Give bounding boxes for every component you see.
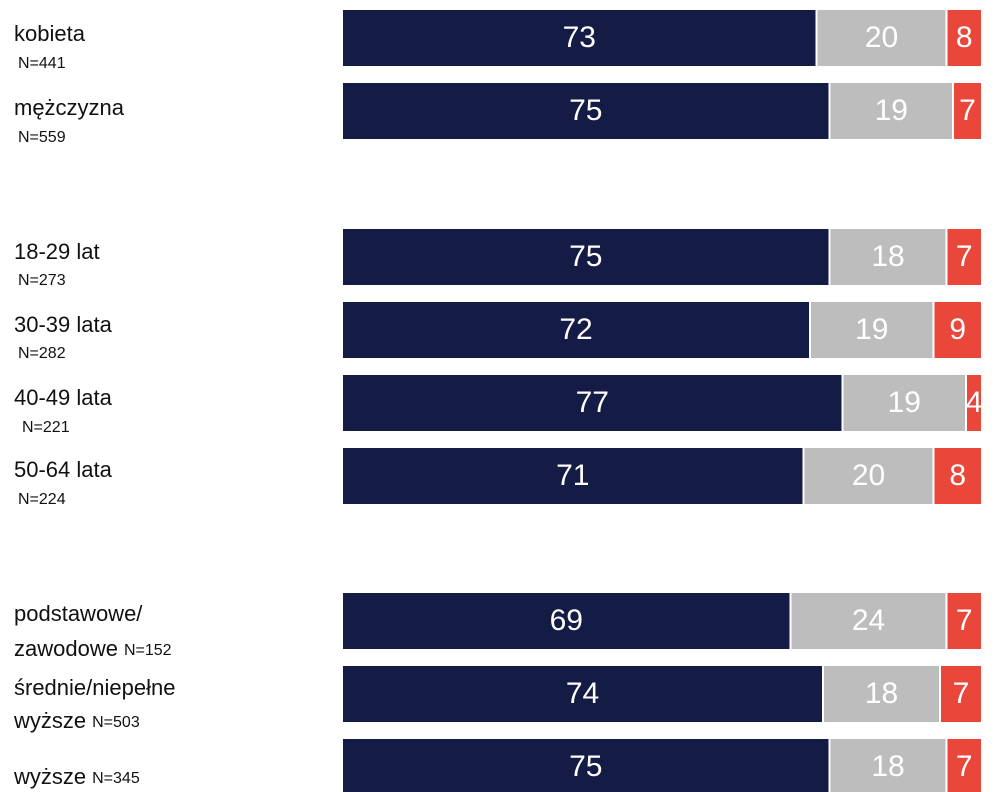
n-label: N=221 xyxy=(22,419,70,436)
n-label: N=503 xyxy=(92,714,140,731)
value-label: 9 xyxy=(949,313,966,346)
bars: 73 20 875 19 775 18 772 19 977 19 471 20 869 24 774 18 7… xyxy=(343,10,983,792)
category-label: 18-29 lat xyxy=(14,239,100,264)
bar-segment xyxy=(954,83,981,139)
bar-segment xyxy=(817,10,946,66)
value-label: 7 xyxy=(956,750,973,783)
bar-segment xyxy=(343,448,803,504)
n-label: N=559 xyxy=(18,129,66,146)
value-label: 18 xyxy=(865,677,898,710)
value-label: 18 xyxy=(871,750,904,783)
value-label: 19 xyxy=(888,386,921,419)
bar-segment xyxy=(824,666,939,722)
bar-segment xyxy=(343,375,842,431)
value-label: 75 xyxy=(569,240,602,273)
value-label: 73 xyxy=(563,21,596,54)
value-label: 7 xyxy=(956,604,973,637)
n-label: N=152 xyxy=(124,642,172,659)
value-label: 8 xyxy=(956,21,973,54)
n-label: N=224 xyxy=(18,491,66,508)
bar-segment xyxy=(343,83,829,139)
value-label: 20 xyxy=(865,21,898,54)
n-label: N=273 xyxy=(18,272,66,289)
bar-segment xyxy=(830,83,952,139)
value-label: 18 xyxy=(871,240,904,273)
bar-segment xyxy=(343,302,809,358)
value-label: 19 xyxy=(875,94,908,127)
value-label: 77 xyxy=(576,386,609,419)
n-label: N=441 xyxy=(18,55,66,72)
bar-segment xyxy=(934,302,981,358)
bar-segment xyxy=(947,739,981,792)
category-label: mężczyzna xyxy=(14,95,125,120)
bar-segment xyxy=(967,375,981,431)
bar-segment xyxy=(343,593,790,649)
n-label: N=345 xyxy=(92,770,140,787)
bar-segment xyxy=(830,739,946,792)
category-label: wyższe xyxy=(13,764,86,789)
bar-segment xyxy=(934,448,981,504)
bar-segment xyxy=(843,375,965,431)
value-label: 20 xyxy=(852,459,885,492)
value-label: 72 xyxy=(559,313,592,346)
bar-segment xyxy=(791,593,946,649)
bar-segment xyxy=(947,593,981,649)
bar-segment xyxy=(343,666,822,722)
value-label: 7 xyxy=(956,240,973,273)
category-label: 50-64 lata xyxy=(14,457,113,482)
bar-segment xyxy=(941,666,981,722)
category-label: 40-49 lata xyxy=(14,385,113,410)
n-label: N=282 xyxy=(18,345,66,362)
value-label: 7 xyxy=(959,94,976,127)
category-label: kobieta xyxy=(14,21,86,46)
category-label: wyższe xyxy=(13,708,86,733)
value-label: 69 xyxy=(550,604,583,637)
value-label: 4 xyxy=(966,386,983,419)
bar-segment xyxy=(947,229,981,285)
bar-segment xyxy=(804,448,933,504)
bar-segment xyxy=(830,229,946,285)
value-label: 8 xyxy=(949,459,966,492)
bar-segment xyxy=(811,302,933,358)
value-label: 19 xyxy=(855,313,888,346)
category-label: średnie/niepełne xyxy=(14,675,175,700)
value-label: 7 xyxy=(953,677,970,710)
value-label: 71 xyxy=(556,459,589,492)
value-label: 75 xyxy=(569,94,602,127)
value-label: 75 xyxy=(569,750,602,783)
category-label: zawodowe xyxy=(14,636,118,661)
bar-segment xyxy=(947,10,981,66)
bar-segment xyxy=(343,229,829,285)
value-label: 74 xyxy=(566,677,599,710)
category-label: 30-39 lata xyxy=(14,312,113,337)
category-label: podstawowe/ xyxy=(14,601,143,626)
value-label: 24 xyxy=(852,604,885,637)
bar-segment xyxy=(343,10,816,66)
bar-segment xyxy=(343,739,829,792)
